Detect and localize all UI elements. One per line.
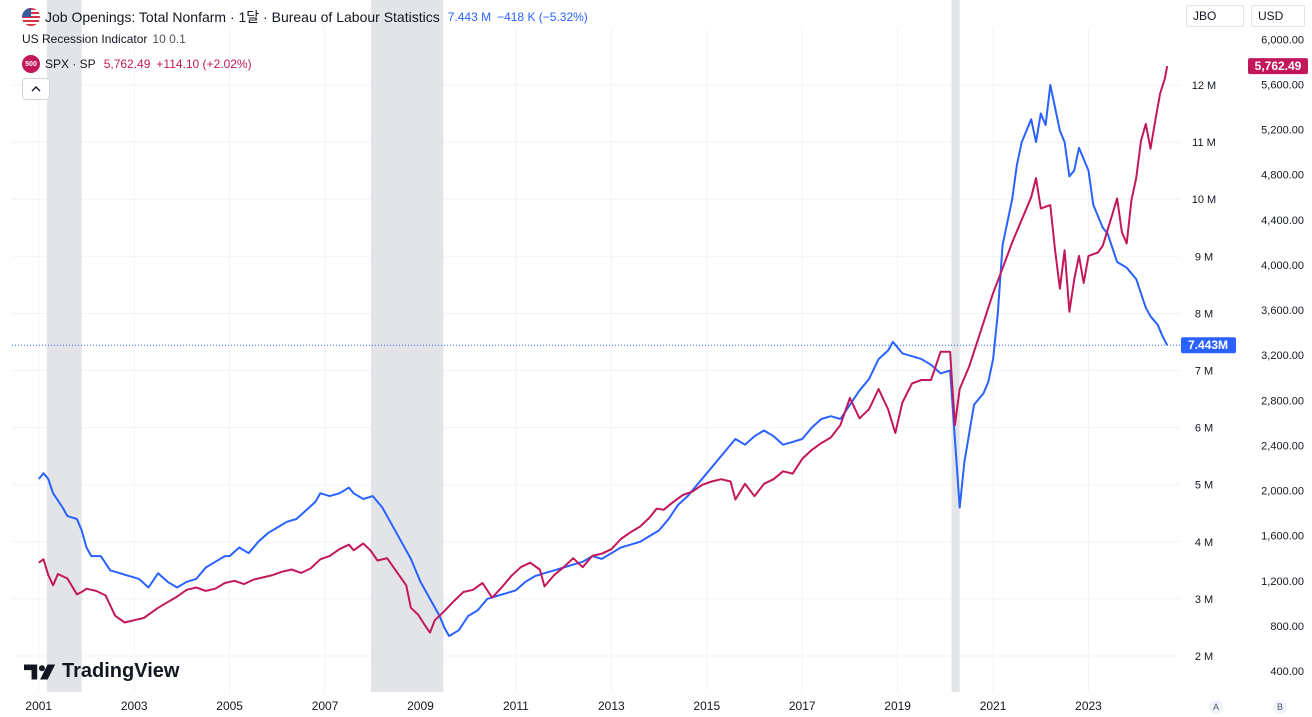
job-openings-line xyxy=(38,84,1169,637)
recession-band xyxy=(951,0,960,692)
job-openings-value: 7.443 M xyxy=(447,10,492,24)
collapse-legend-button[interactable] xyxy=(22,78,50,100)
x-axis-tick-label: 2021 xyxy=(980,699,1007,713)
x-axis-tick-label: 2011 xyxy=(503,699,529,713)
series-lines xyxy=(12,65,1180,637)
recession-bands xyxy=(46,0,960,692)
spx-axis-tick-label: 2,400.00 xyxy=(1261,440,1304,452)
x-axis-tick-label: 2023 xyxy=(1075,699,1102,713)
spx-axis-tick-label: 1,600.00 xyxy=(1261,531,1304,543)
jobs-last-value-tag xyxy=(1181,337,1236,354)
jobs-axis-tick-label: 6 M xyxy=(1195,423,1213,435)
x-axis-tick-label: 2005 xyxy=(216,699,243,713)
jobs-axis-tick-label: 11 M xyxy=(1192,137,1216,149)
jobs-axis-tick-label: 12 M xyxy=(1192,80,1216,92)
us-flag-icon xyxy=(22,8,40,26)
recession-band xyxy=(46,0,82,692)
spx-value: 5,762.49 xyxy=(103,57,151,71)
symbol-scale-box[interactable]: JBO xyxy=(1186,5,1244,27)
spx-last-value-tag xyxy=(1248,58,1308,75)
spx-axis-tick-label: 6,000.00 xyxy=(1261,34,1304,46)
spx-axis-tick-label: 4,400.00 xyxy=(1261,215,1304,227)
jobs-axis-tick-label: 7 M xyxy=(1195,366,1213,378)
tradingview-mark-icon xyxy=(24,663,56,680)
log-scale-button[interactable]: B xyxy=(1273,700,1287,714)
x-axis-tick-label: 2013 xyxy=(598,699,625,713)
jobs-axis-tick-label: 4 M xyxy=(1195,537,1213,549)
spx-title: SPX · SP xyxy=(45,57,96,71)
jobs-axis-tick-label: 3 M xyxy=(1195,594,1213,606)
spx-axis-tick-label: 5,600.00 xyxy=(1261,79,1304,91)
jobs-axis-tick-label: 10 M xyxy=(1192,194,1216,206)
x-axis-tick-label: 2017 xyxy=(789,699,816,713)
legend-row-job-openings[interactable]: Job Openings: Total Nonfarm · 1달 · Burea… xyxy=(22,7,588,27)
recession-title: US Recession Indicator xyxy=(22,32,148,46)
spx-axis-tick-label: 1,200.00 xyxy=(1261,576,1304,588)
jobs-axis-tick-label: 2 M xyxy=(1195,651,1213,663)
x-axis-tick-label: 2003 xyxy=(121,699,148,713)
jobs-axis-tick-label: 9 M xyxy=(1195,251,1213,263)
x-axis-tick-label: 2015 xyxy=(693,699,720,713)
tradingview-logo[interactable]: TradingView xyxy=(24,660,179,683)
spx-axis-tick-label: 5,200.00 xyxy=(1261,125,1304,137)
x-axis-tick-label: 2009 xyxy=(407,699,434,713)
spx-axis-tick-label: 4,000.00 xyxy=(1261,260,1304,272)
tradingview-logo-text: TradingView xyxy=(62,660,180,682)
spx-change: +114.10 (+2.02%) xyxy=(156,57,252,71)
spx-line xyxy=(38,65,1169,634)
spx-axis-tick-label: 2,800.00 xyxy=(1261,395,1304,407)
recession-band xyxy=(370,0,444,692)
jobs-axis-tick-label: 5 M xyxy=(1195,480,1213,492)
spx-badge-icon: 500 xyxy=(22,55,40,73)
jobs-last-value-label: 7.443M xyxy=(1188,338,1228,352)
x-axis-tick-label: 2007 xyxy=(312,699,339,713)
grid-lines xyxy=(12,28,1180,692)
job-openings-change: −418 K (−5.32%) xyxy=(497,10,588,24)
currency-scale-box[interactable]: USD xyxy=(1251,5,1305,27)
axis-labels: 2 M 3 M 4 M 5 M 6 M 7 M 8 M 9 M 10 M 11 M 12 M 400.… xyxy=(25,34,1308,713)
x-axis-tick-label: 2019 xyxy=(884,699,911,713)
spx-axis-tick-label: 4,800.00 xyxy=(1261,170,1304,182)
job-openings-title: Job Openings: Total Nonfarm · 1달 · Burea… xyxy=(45,9,440,25)
chevron-up-icon xyxy=(31,86,41,92)
recession-params: 10 0.1 xyxy=(152,32,186,46)
spx-axis-tick-label: 800.00 xyxy=(1270,621,1304,633)
jobs-axis-tick-label: 8 M xyxy=(1195,308,1213,320)
legend-row-spx[interactable]: 500 SPX · SP 5,762.49 +114.10 (+2.02%) xyxy=(22,55,252,73)
spx-axis-tick-label: 3,200.00 xyxy=(1261,350,1304,362)
spx-last-value-label: 5,762.49 xyxy=(1255,59,1302,73)
spx-axis-tick-label: 400.00 xyxy=(1270,666,1304,678)
spx-axis-tick-label: 3,600.00 xyxy=(1261,305,1304,317)
legend-row-recession[interactable]: US Recession Indicator 10 0.1 xyxy=(22,32,186,46)
spx-axis-tick-label: 2,000.00 xyxy=(1261,486,1304,498)
auto-scale-button[interactable]: A xyxy=(1209,700,1223,714)
x-axis-tick-label: 2001 xyxy=(25,699,52,713)
